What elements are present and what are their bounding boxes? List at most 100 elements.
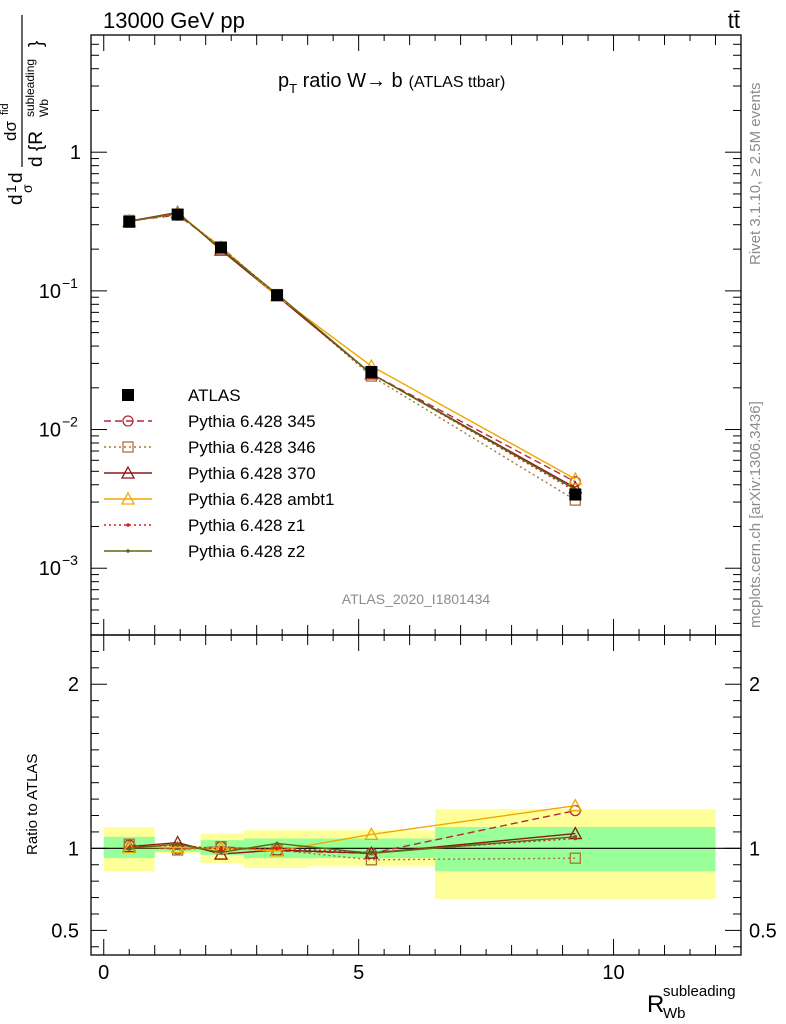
ratio-series-line bbox=[129, 809, 576, 855]
main-y-tick-label: 10 bbox=[39, 558, 61, 580]
main-y-tick-label: 10 bbox=[39, 420, 61, 442]
ratio-y-tick-label-right: 1 bbox=[749, 838, 760, 860]
legend-entry: Pythia 6.428 z1 bbox=[104, 516, 305, 535]
ylabel-d2: d bbox=[6, 172, 27, 183]
ratio-uncertainty-bands bbox=[91, 808, 741, 900]
legend-marker bbox=[126, 549, 130, 553]
ratio-panel-frame bbox=[90, 634, 742, 956]
ratio-series-line bbox=[129, 836, 576, 855]
data-point bbox=[271, 289, 284, 302]
data-point bbox=[569, 488, 582, 501]
x-tick-label: 5 bbox=[353, 962, 364, 984]
ratio-point bbox=[364, 827, 379, 841]
plot-title: pT ratio W→ b (ATLAS ttbar) bbox=[278, 70, 505, 96]
main-series-group bbox=[122, 205, 583, 506]
ylabel-frac-top-sup: fid bbox=[0, 103, 11, 115]
legend-entry: Pythia 6.428 ambt1 bbox=[104, 490, 334, 509]
ratio-point bbox=[568, 798, 583, 812]
data-point bbox=[365, 366, 378, 379]
ratio-point bbox=[569, 852, 581, 864]
data-point bbox=[568, 471, 583, 485]
data-point bbox=[123, 215, 136, 228]
plot-title-p: p bbox=[278, 70, 289, 92]
ratio-point bbox=[369, 851, 374, 856]
legend-marker bbox=[122, 441, 134, 453]
ylabel-frac-bot: d {R bbox=[26, 131, 47, 167]
ylabel-frac-top: dσ bbox=[1, 121, 20, 141]
main-y-tick-label: 1 bbox=[70, 142, 81, 164]
main-y-tick-exponent: −3 bbox=[62, 552, 78, 568]
legend-label: Pythia 6.428 345 bbox=[188, 412, 316, 431]
series-atlas bbox=[123, 208, 582, 501]
legend-label: ATLAS bbox=[188, 386, 241, 405]
ratio-y-tick-label: 2 bbox=[68, 674, 79, 696]
ylabel-frac-bot-sub: Wb bbox=[37, 99, 51, 117]
ratio-series-pythia-6-428-ambt1 bbox=[122, 798, 583, 857]
x-axis-label-sup: subleading bbox=[663, 983, 736, 1000]
legend-marker bbox=[120, 491, 136, 505]
main-y-tick-exponent: −1 bbox=[62, 275, 78, 291]
legend-label: Pythia 6.428 ambt1 bbox=[188, 490, 334, 509]
x-tick-label: 10 bbox=[602, 962, 624, 984]
legend-marker bbox=[122, 415, 134, 427]
x-axis-label-sub: Wb bbox=[663, 1005, 686, 1022]
main-y-tick-exponent: −2 bbox=[62, 414, 78, 430]
legend-label: Pythia 6.428 370 bbox=[188, 464, 316, 483]
ratio-y-tick-label-right: 2 bbox=[749, 674, 760, 696]
ratio-point bbox=[219, 850, 223, 855]
ratio-y-tick-label-right: 0.5 bbox=[749, 920, 777, 942]
legend-label: Pythia 6.428 346 bbox=[188, 438, 316, 457]
plot-title-small: (ATLAS ttbar) bbox=[409, 74, 506, 91]
axes-group: 110 −110 −210 −30 5 100.5 0.51 12 2 bbox=[39, 34, 777, 984]
ratio-series-line bbox=[129, 805, 576, 852]
legend-label: Pythia 6.428 z2 bbox=[188, 542, 305, 561]
legend-entry: Pythia 6.428 345 bbox=[104, 412, 316, 431]
ylabel-d1: d bbox=[6, 194, 27, 205]
ratio-point bbox=[275, 841, 279, 846]
legend-entry: ATLAS bbox=[122, 386, 241, 405]
x-tick-label: 0 bbox=[98, 962, 109, 984]
ratio-series-group bbox=[122, 798, 583, 866]
rivet-version-label: Rivet 3.1.10, ≥ 2.5M events bbox=[747, 83, 764, 266]
ratio-y-axis-label: Ratio to ATLAS bbox=[24, 754, 41, 855]
plot-title-sub: T bbox=[289, 81, 297, 96]
ylabel-sigma: σ bbox=[19, 184, 35, 193]
ratio-point bbox=[573, 835, 578, 839]
ratio-y-tick-label: 0.5 bbox=[51, 920, 79, 942]
legend-marker bbox=[122, 389, 134, 401]
ratio-point bbox=[170, 840, 185, 854]
x-axis-label-main: R bbox=[647, 991, 664, 1018]
plot-title-rest: ratio W→ b bbox=[297, 70, 403, 92]
inner-uncertainty-band bbox=[435, 827, 716, 872]
ratio-point bbox=[127, 846, 132, 851]
data-point bbox=[171, 208, 184, 221]
series-line bbox=[129, 212, 576, 491]
ratio-point bbox=[122, 840, 137, 854]
legend-entry: Pythia 6.428 346 bbox=[104, 438, 316, 457]
ratio-y-tick-label: 1 bbox=[68, 838, 79, 860]
ylabel-frac-bot-end: } bbox=[26, 41, 47, 47]
legend: ATLAS Pythia 6.428 345 Pythia 6.428 346 Pyt… bbox=[104, 386, 334, 561]
legend-entry: Pythia 6.428 370 bbox=[104, 464, 316, 483]
main-y-tick-label: 10 bbox=[39, 281, 61, 303]
ylabel-frac-bot-sup: subleading bbox=[23, 59, 37, 117]
legend-marker bbox=[120, 465, 136, 479]
mcplots-label: mcplots.cern.ch [arXiv:1306.3436] bbox=[747, 401, 764, 628]
legend-entry: Pythia 6.428 z2 bbox=[104, 542, 305, 561]
ratio-point bbox=[219, 847, 223, 851]
header-process-label: tt̄ bbox=[728, 8, 740, 33]
legend-label: Pythia 6.428 z1 bbox=[188, 516, 305, 535]
main-y-axis-label: d 1 σ d dσ fid d {R Wb subleading } bbox=[0, 15, 51, 205]
ratio-point bbox=[275, 846, 279, 851]
ratio-series-pythia-6-428-z2 bbox=[127, 835, 578, 856]
x-axis-label: R bbox=[647, 991, 664, 1018]
ylabel-one: 1 bbox=[3, 185, 19, 193]
data-point bbox=[215, 241, 227, 254]
ratio-point bbox=[269, 843, 285, 857]
series-line bbox=[129, 213, 576, 501]
header-energy-label: 13000 GeV pp bbox=[103, 8, 245, 33]
ratio-point bbox=[175, 842, 180, 847]
legend-marker bbox=[126, 523, 130, 527]
analysis-watermark: ATLAS_2020_I1801434 bbox=[342, 591, 491, 607]
